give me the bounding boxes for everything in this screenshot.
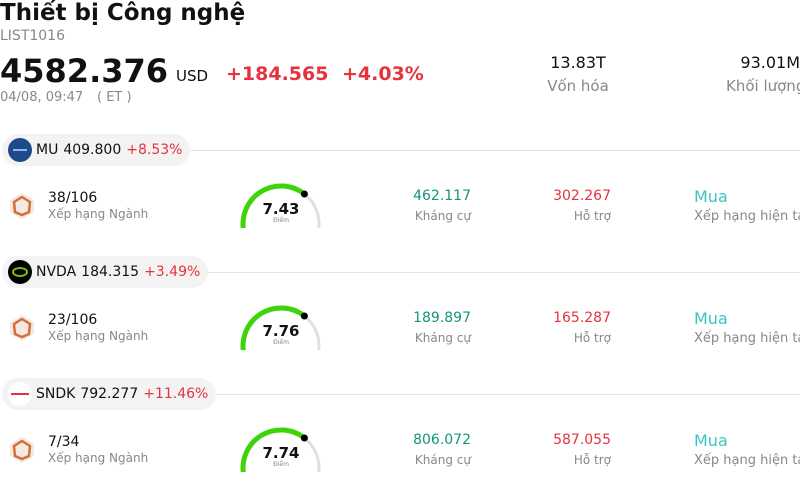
price: 4582.376 (0, 52, 169, 90)
rating: Mua (694, 309, 728, 328)
rank-label: Xếp hạng Ngành (48, 451, 149, 465)
stat-label: Khối lượng (726, 77, 800, 95)
gauge-dot (300, 190, 308, 198)
support-label: Hỗ trợ (573, 331, 611, 345)
rank-icon-mark (12, 439, 32, 461)
rank-icon (10, 315, 34, 341)
resistance-label: Kháng cự (414, 209, 471, 223)
gauge-fill (240, 305, 307, 350)
ticker: NVDA (36, 264, 77, 280)
logo-mark (12, 267, 28, 277)
stock-price: 409.800 (63, 142, 122, 158)
rank-label: Xếp hạng Ngành (48, 329, 149, 343)
rating-label: Xếp hạng hiện tại (694, 209, 800, 224)
support: 587.055 (553, 432, 611, 448)
rank: 7/34 (48, 434, 80, 450)
title: Thiết bị Công nghệ (0, 0, 246, 26)
currency: USD (176, 67, 209, 85)
logo (8, 382, 32, 406)
score: 7.43 (262, 200, 300, 218)
stock-change: +3.49% (144, 264, 201, 280)
ticker: MU (36, 142, 59, 158)
change: +184.565 (226, 63, 329, 85)
stock-row: NVDA 184.315 +3.49% 23/106 Xếp hạng Ngành 7.7… (0, 256, 800, 378)
score-label: Điểm (273, 339, 289, 346)
logo (8, 260, 32, 284)
gauge (240, 183, 321, 228)
rank-icon (10, 193, 34, 219)
gauge-dot (300, 434, 308, 442)
resistance: 189.897 (413, 310, 471, 326)
logo-mark (11, 393, 29, 395)
rating: Mua (694, 431, 728, 450)
rank: 38/106 (48, 190, 98, 206)
gauge-dot (300, 312, 308, 320)
rank-icon (10, 437, 34, 463)
rank-label: Xếp hạng Ngành (48, 207, 149, 221)
score-label: Điểm (273, 217, 289, 224)
score: 7.74 (262, 444, 300, 462)
page: Thiết bị Công nghệ LIST1016 4582.376 USD… (0, 0, 800, 472)
support: 165.287 (553, 310, 611, 326)
rank: 23/106 (48, 312, 98, 328)
score-label: Điểm (273, 461, 289, 468)
stat-value: 13.83T (550, 53, 606, 72)
stock-pill[interactable]: MU 409.800 +8.53% (2, 134, 191, 166)
logo-mark (13, 149, 27, 151)
rating-label: Xếp hạng hiện tại (694, 453, 800, 468)
rating: Mua (694, 187, 728, 206)
separator (216, 394, 800, 395)
stock-change: +8.53% (126, 142, 183, 158)
resistance: 462.117 (413, 188, 471, 204)
rating-label: Xếp hạng hiện tại (694, 331, 800, 346)
gauge-fill (240, 427, 307, 472)
logo-bg (8, 260, 32, 284)
resistance-label: Kháng cự (414, 453, 471, 467)
stock-row: MU 409.800 +8.53% 38/106 Xếp hạng Ngành 7.43 Đ… (0, 134, 800, 256)
support: 302.267 (553, 188, 611, 204)
change-percent: +4.03% (342, 63, 424, 85)
separator (208, 272, 800, 273)
rank-icon-mark (12, 195, 32, 217)
gauge (240, 427, 321, 472)
timezone: ( ET ) (97, 90, 132, 105)
gauge-fill (240, 183, 307, 228)
stock-pill[interactable]: SNDK 792.277 +11.46% (2, 378, 217, 410)
datetime: 04/08, 09:47 (0, 90, 84, 105)
resistance-label: Kháng cự (414, 331, 471, 345)
stock-change: +11.46% (143, 386, 209, 402)
stock-row: SNDK 792.277 +11.46% 7/34 Xếp hạng Ngành 7.74… (0, 378, 800, 500)
stat-label: Vốn hóa (547, 77, 609, 95)
logo (8, 138, 32, 162)
rank-icon-mark (12, 317, 32, 339)
score: 7.76 (262, 322, 300, 340)
stock-price: 792.277 (80, 386, 139, 402)
ticker: SNDK (36, 386, 76, 402)
stat-value: 93.01M (740, 53, 800, 72)
gauge (240, 305, 321, 350)
list-code: LIST1016 (0, 28, 65, 44)
stock-pill[interactable]: NVDA 184.315 +3.49% (2, 256, 209, 288)
support-label: Hỗ trợ (573, 209, 611, 223)
support-label: Hỗ trợ (573, 453, 611, 467)
stock-price: 184.315 (81, 264, 140, 280)
separator (190, 150, 800, 151)
resistance: 806.072 (413, 432, 471, 448)
